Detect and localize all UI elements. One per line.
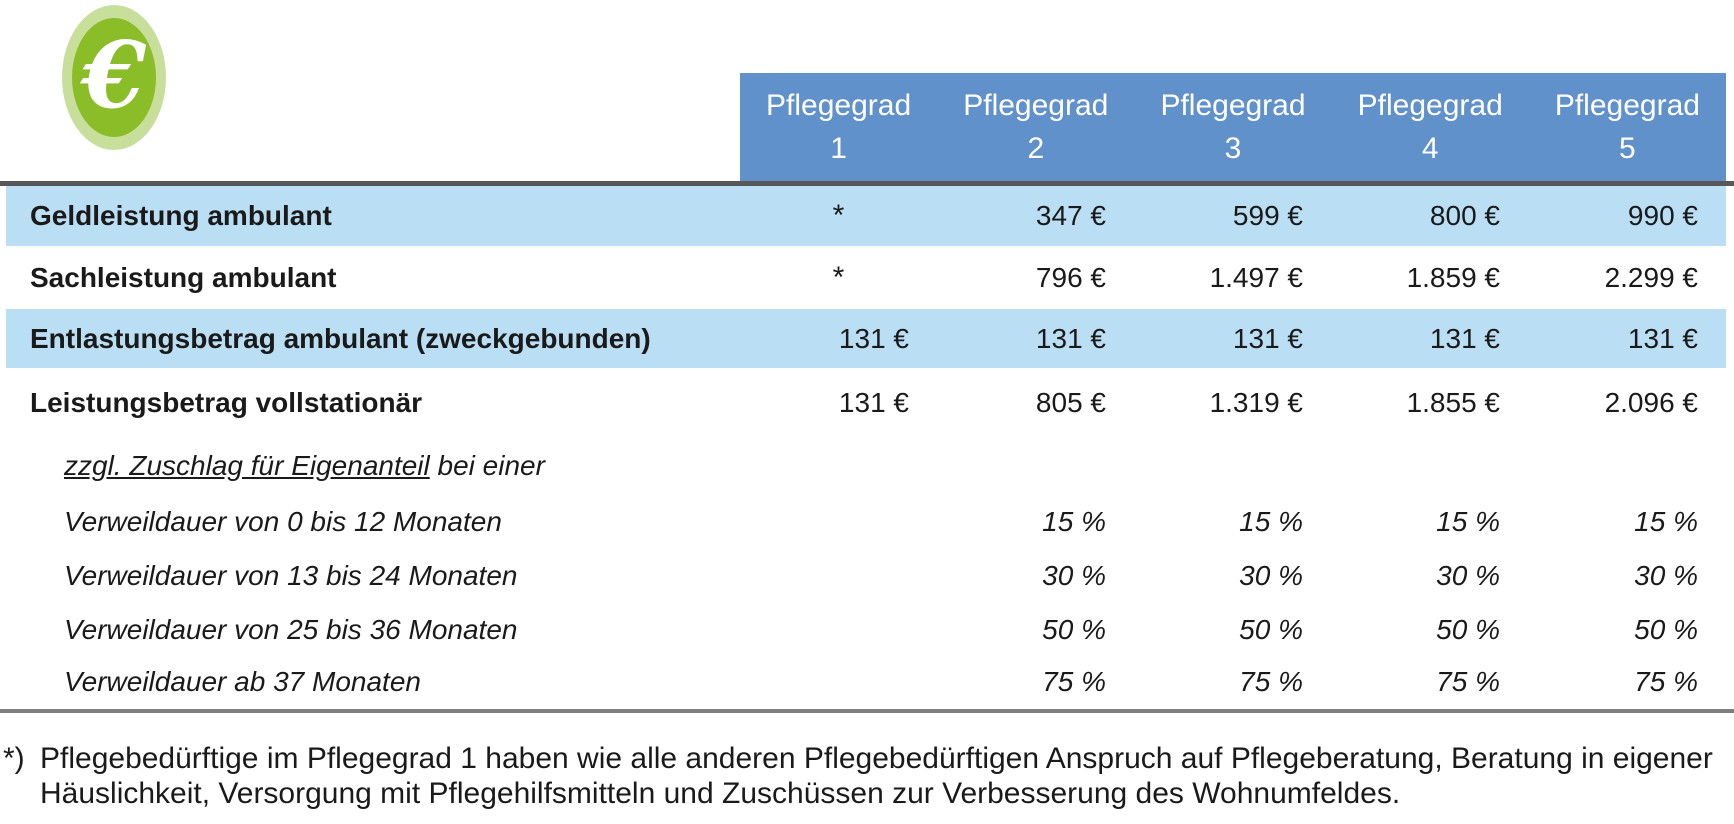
value-cell: 800 € [1429, 200, 1500, 231]
column-header-number: 2 [1027, 132, 1045, 165]
column-header-number: 1 [830, 132, 847, 165]
row-label: Sachleistung ambulant [30, 261, 337, 293]
value-cell: 131 € [838, 322, 909, 354]
column-header-label: Pflegegrad [963, 89, 1109, 122]
table-row-geldleistung: Geldleistung ambulant * 347 € 599 € 800 … [6, 186, 1726, 246]
table-row-entlastungsbetrag: Entlastungsbetrag ambulant (zweckgebunde… [6, 309, 1726, 368]
value-cell: 15 % [1042, 506, 1106, 537]
euro-icon-inner: € [72, 18, 156, 137]
value-cell: 2.096 € [1604, 386, 1698, 418]
column-header-label: Pflegegrad [766, 89, 912, 122]
value-cell: 805 € [1035, 386, 1106, 418]
value-cell: 30 % [1239, 560, 1303, 591]
value-cell: 30 % [1042, 560, 1106, 591]
value-cell: 15 % [1239, 506, 1303, 537]
value-cell: 599 € [1232, 200, 1303, 231]
value-cell: 50 % [1042, 613, 1106, 645]
value-cell: * [832, 199, 845, 232]
value-cell: 796 € [1035, 261, 1106, 293]
value-cell: 1.859 € [1406, 261, 1500, 293]
table-row-sachleistung: Sachleistung ambulant * 796 € 1.497 € 1.… [6, 246, 1726, 309]
table-row-verweildauer-25-36: Verweildauer von 25 bis 36 Monaten 50 % … [6, 603, 1726, 656]
row-label: Verweildauer von 25 bis 36 Monaten [64, 613, 518, 645]
row-label: Leistungsbetrag vollstationär [30, 386, 423, 418]
column-header-label: Pflegegrad [1554, 89, 1700, 122]
value-cell: 1.319 € [1209, 386, 1303, 418]
footnote-line-2: Häuslichkeit, Versorgung mit Pflegehilfs… [40, 777, 1401, 810]
table-top-rule [0, 181, 1734, 186]
row-label: Entlastungsbetrag ambulant (zweckgebunde… [30, 322, 651, 354]
value-cell: 50 % [1239, 613, 1303, 645]
value-cell: 347 € [1035, 200, 1106, 231]
column-header-pflegegrad-4: Pflegegrad 4 [1332, 73, 1529, 181]
column-header-number: 4 [1421, 132, 1439, 165]
row-label: Verweildauer von 0 bis 12 Monaten [64, 506, 502, 537]
row-label: Verweildauer von 13 bis 24 Monaten [64, 560, 518, 591]
table-row-verweildauer-13-24: Verweildauer von 13 bis 24 Monaten 30 % … [6, 549, 1726, 603]
value-cell: 30 % [1634, 560, 1698, 591]
column-header-number: 5 [1619, 132, 1636, 165]
footnote: *) Pflegebedürftige im Pflegegrad 1 habe… [3, 741, 1713, 811]
value-cell: 75 % [1042, 666, 1106, 697]
table-row-leistungsbetrag-vollstationaer: Leistungsbetrag vollstationär 131 € 805 … [6, 368, 1726, 437]
value-cell: 15 % [1436, 506, 1500, 537]
value-cell: 131 € [1035, 322, 1106, 354]
value-cell: 1.497 € [1209, 261, 1303, 293]
row-label: Verweildauer ab 37 Monaten [64, 666, 421, 697]
value-cell: 131 € [1429, 322, 1500, 354]
value-cell: 75 % [1436, 666, 1500, 697]
value-cell: 50 % [1436, 613, 1500, 645]
value-cell: 131 € [838, 386, 909, 418]
euro-glyph: € [81, 20, 146, 129]
row-label: Geldleistung ambulant [30, 200, 332, 231]
row-label-underlined: zzgl. Zuschlag für Eigenanteil [64, 450, 430, 481]
row-label-rest: bei einer [429, 450, 545, 481]
euro-icon: € [62, 5, 166, 150]
table-row-verweildauer-ab-37: Verweildauer ab 37 Monaten 75 % 75 % 75 … [6, 656, 1726, 708]
table-row-verweildauer-0-12: Verweildauer von 0 bis 12 Monaten 15 % 1… [6, 495, 1726, 549]
table-header-row: Pflegegrad 1 Pflegegrad 2 Pflegegrad 3 P… [740, 73, 1726, 181]
value-cell: * [832, 260, 845, 294]
value-cell: 50 % [1634, 613, 1698, 645]
footnote-marker: *) [3, 742, 25, 775]
value-cell: 1.855 € [1406, 386, 1500, 418]
column-header-label: Pflegegrad [1357, 89, 1503, 122]
column-header-pflegegrad-3: Pflegegrad 3 [1134, 73, 1331, 181]
footnote-line-1: Pflegebedürftige im Pflegegrad 1 haben w… [40, 742, 1713, 775]
column-header-pflegegrad-1: Pflegegrad 1 [740, 73, 937, 181]
value-cell: 75 % [1634, 666, 1698, 697]
column-header-pflegegrad-5: Pflegegrad 5 [1529, 73, 1726, 181]
value-cell: 15 % [1634, 506, 1698, 537]
value-cell: 990 € [1627, 200, 1698, 231]
table-bottom-rule [0, 709, 1734, 713]
column-header-label: Pflegegrad [1160, 89, 1306, 122]
value-cell: 75 % [1239, 666, 1303, 697]
value-cell: 131 € [1232, 322, 1303, 354]
table-row-zuschlag-eigenanteil: zzgl. Zuschlag für Eigenanteil bei einer [6, 437, 1726, 495]
footnote-text: Pflegebedürftige im Pflegegrad 1 haben w… [40, 741, 1713, 811]
table-body: Geldleistung ambulant * 347 € 599 € 800 … [6, 186, 1726, 708]
value-cell: 2.299 € [1604, 261, 1698, 293]
column-header-number: 3 [1224, 132, 1242, 165]
column-header-pflegegrad-2: Pflegegrad 2 [937, 73, 1134, 181]
value-cell: 131 € [1627, 322, 1698, 354]
row-label: zzgl. Zuschlag für Eigenanteil bei einer [6, 450, 740, 482]
value-cell: 30 % [1436, 560, 1500, 591]
